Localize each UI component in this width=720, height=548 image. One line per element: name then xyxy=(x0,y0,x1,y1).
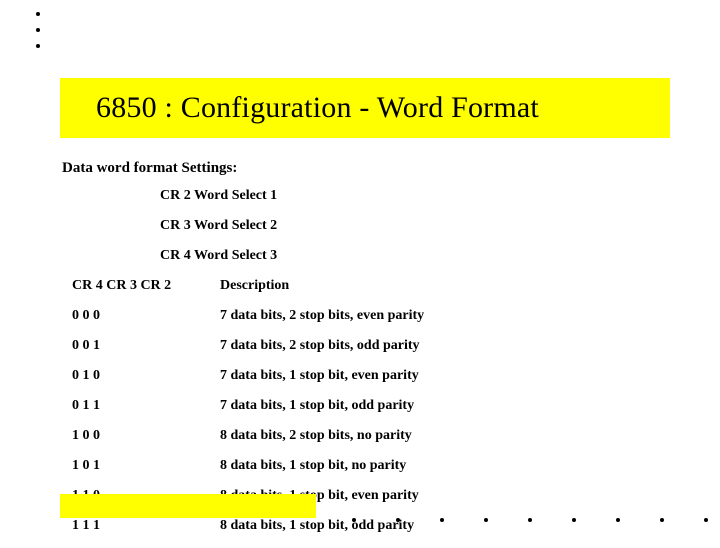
table-row: 0 1 1 7 data bits, 1 stop bit, odd parit… xyxy=(72,398,632,414)
cell-desc: 8 data bits, 2 stop bits, no parity xyxy=(220,428,632,444)
table-row: 0 0 0 7 data bits, 2 stop bits, even par… xyxy=(72,308,632,324)
dot-icon xyxy=(396,518,400,522)
slide-title: 6850 : Configuration - Word Format xyxy=(96,91,539,125)
subtitle: Data word format Settings: xyxy=(62,160,237,177)
cell-bits: 1 0 1 xyxy=(72,458,220,474)
table-header-row: CR 4 CR 3 CR 2 Description xyxy=(72,278,632,294)
dot-icon xyxy=(352,518,356,522)
cell-desc: 7 data bits, 2 stop bits, odd parity xyxy=(220,338,632,354)
register-item: CR 3 Word Select 2 xyxy=(160,218,277,234)
cell-bits: 1 0 0 xyxy=(72,428,220,444)
decorative-dots-bottom xyxy=(352,518,720,522)
cell-bits: 1 1 1 xyxy=(72,518,220,534)
footer-highlight-band xyxy=(60,494,316,518)
dot-icon xyxy=(440,518,444,522)
decorative-bullets-top-left xyxy=(36,12,40,60)
cell-bits: 0 0 0 xyxy=(72,308,220,324)
dot-icon xyxy=(484,518,488,522)
dot-icon xyxy=(36,12,40,16)
dot-icon xyxy=(704,518,708,522)
register-item: CR 2 Word Select 1 xyxy=(160,188,277,204)
cell-bits: 0 1 0 xyxy=(72,368,220,384)
dot-icon xyxy=(36,28,40,32)
header-bits: CR 4 CR 3 CR 2 xyxy=(72,278,220,294)
register-list: CR 2 Word Select 1 CR 3 Word Select 2 CR… xyxy=(160,188,277,278)
dot-icon xyxy=(36,44,40,48)
cell-desc: 7 data bits, 2 stop bits, even parity xyxy=(220,308,632,324)
table-row: 1 0 0 8 data bits, 2 stop bits, no parit… xyxy=(72,428,632,444)
cell-desc: 7 data bits, 1 stop bit, even parity xyxy=(220,368,632,384)
dot-icon xyxy=(660,518,664,522)
dot-icon xyxy=(572,518,576,522)
cell-bits: 0 1 1 xyxy=(72,398,220,414)
cell-bits: 0 0 1 xyxy=(72,338,220,354)
table-row: 0 1 0 7 data bits, 1 stop bit, even pari… xyxy=(72,368,632,384)
cell-desc: 8 data bits, 1 stop bit, no parity xyxy=(220,458,632,474)
header-desc: Description xyxy=(220,278,632,294)
table-row: 0 0 1 7 data bits, 2 stop bits, odd pari… xyxy=(72,338,632,354)
dot-icon xyxy=(616,518,620,522)
cell-desc: 7 data bits, 1 stop bit, odd parity xyxy=(220,398,632,414)
table-row: 1 0 1 8 data bits, 1 stop bit, no parity xyxy=(72,458,632,474)
dot-icon xyxy=(528,518,532,522)
title-band: 6850 : Configuration - Word Format xyxy=(60,78,670,138)
register-item: CR 4 Word Select 3 xyxy=(160,248,277,264)
